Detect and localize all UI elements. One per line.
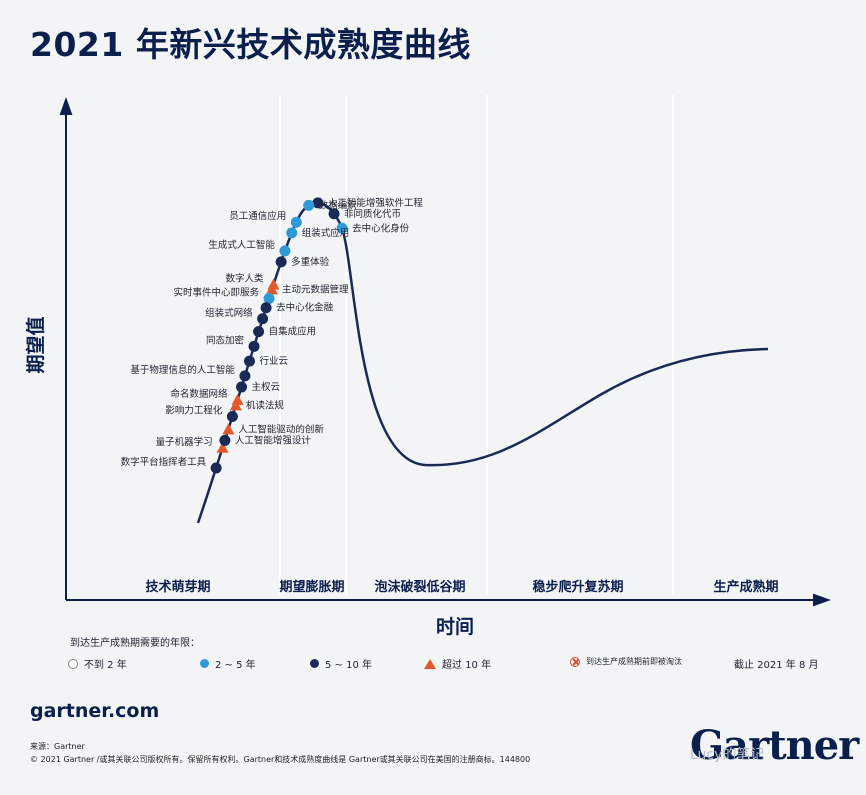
technology-point: [275, 256, 287, 268]
technology-point: [243, 355, 255, 367]
source-note: 来源：Gartner © 2021 Gartner /或其关联公司版权所有。保留…: [30, 740, 530, 766]
phase-dividers: [279, 95, 674, 595]
legend-item-5to10: 5 ~ 10 年: [310, 656, 372, 671]
copyright-text: © 2021 Gartner /或其关联公司版权所有。保留所有权利。Gartne…: [30, 755, 531, 764]
legend-item-gt10: 超过 10 年: [424, 656, 491, 671]
technology-label: 自集成应用: [269, 326, 317, 338]
technology-label: 基于物理信息的人工智能: [130, 364, 235, 376]
technology-label: 多重体验: [291, 256, 330, 268]
dark-blue-circle-icon: [310, 659, 319, 668]
technology-label: 组装式应用: [302, 227, 350, 239]
hype-curve: [196, 201, 769, 524]
technology-label: 去中心化金融: [276, 302, 334, 314]
x-axis-label: 时间: [436, 616, 474, 638]
technology-point: [328, 208, 340, 220]
phase-label-trigger: 技术萌芽期: [145, 579, 210, 595]
technology-point: [290, 216, 302, 228]
technology-label: 实时事件中心即服务: [174, 287, 260, 299]
phase-label-trough: 泡沫破裂低谷期: [374, 579, 465, 595]
technology-point: [216, 441, 229, 453]
technology-label: 同态加密: [206, 334, 245, 346]
y-axis-label: 期望值: [24, 316, 47, 373]
phase-label-peak: 期望膨胀期: [279, 579, 344, 595]
technology-label: 主权云: [252, 381, 281, 393]
technology-label: 人工智能驱动的创新: [238, 423, 324, 435]
legend-label: 超过 10 年: [442, 660, 492, 671]
technology-label: 去中心化身份: [352, 222, 410, 234]
technology-label: 生成式人工智能: [208, 239, 275, 251]
legend-item-lt2: 不到 2 年: [68, 656, 127, 671]
technology-label: 机读法规: [246, 399, 285, 411]
technology-point: [222, 423, 235, 435]
legend-asof: 截止 2021 年 8 月: [734, 656, 819, 671]
technology-point: [336, 222, 348, 234]
legend-label: 2 ~ 5 年: [215, 660, 256, 671]
technology-point: [219, 434, 231, 446]
technology-label: 数据编织: [319, 199, 357, 211]
legend-label: 到达生产成熟期前即被淘汰: [586, 657, 682, 666]
technology-label: 人工智能增强软件工程: [328, 197, 424, 209]
hype-cycle-chart: 技术萌芽期 期望膨胀期 泡沫破裂低谷期 稳步爬升复苏期 生产成熟期 时间 期望值…: [24, 95, 831, 638]
technology-point: [248, 340, 260, 352]
technology-point: [226, 410, 238, 422]
watermark: Lucy的笔记: [690, 747, 765, 763]
gartner-logo: Gartner: [690, 722, 859, 769]
legend-label: 不到 2 年: [84, 660, 127, 671]
technology-label: 员工通信应用: [229, 210, 286, 222]
asof-text: 截止 2021 年 8 月: [734, 660, 819, 671]
technology-point: [210, 462, 222, 474]
technology-label: 量子机器学习: [156, 436, 213, 448]
technology-point: [229, 399, 242, 411]
technology-label: 组装式网络: [205, 307, 253, 319]
light-blue-circle-icon: [200, 659, 209, 668]
technology-label: 数字人类: [226, 273, 265, 285]
technology-point: [279, 245, 291, 257]
technology-point: [253, 326, 265, 338]
triangle-icon: [424, 658, 436, 669]
axes: [59, 97, 831, 607]
chart-title: 2021 年新兴技术成熟度曲线: [30, 25, 471, 64]
technology-label: 命名数据网络: [171, 388, 229, 400]
site-link[interactable]: gartner.com: [30, 700, 160, 722]
legend-header: 到达生产成熟期需要的年限：: [70, 638, 200, 649]
legend-label: 5 ~ 10 年: [325, 660, 373, 671]
technology-label: 影响力工程化: [165, 404, 223, 416]
technology-point: [263, 293, 275, 305]
technology-label: 非同质化代币: [344, 208, 401, 220]
phase-label-slope: 稳步爬升复苏期: [532, 579, 623, 595]
obsolete-x-icon: [570, 656, 580, 667]
technology-point: [257, 313, 269, 325]
legend-item-obsolete: 到达生产成熟期前即被淘汰: [570, 656, 682, 667]
technology-point: [303, 199, 315, 211]
technology-label: 数字平台指挥者工具: [121, 456, 207, 468]
source-text: 来源：Gartner: [30, 742, 85, 751]
technology-point: [312, 197, 324, 209]
technology-point: [236, 381, 248, 393]
technology-point: [239, 370, 251, 382]
technology-label: 主动元数据管理: [282, 283, 349, 295]
technology-point: [265, 283, 278, 295]
technology-label: 行业云: [259, 355, 288, 367]
legend-item-2to5: 2 ~ 5 年: [200, 656, 256, 671]
technology-points: [210, 197, 348, 474]
technology-point: [286, 227, 298, 239]
phase-label-plateau: 生产成熟期: [713, 579, 778, 595]
open-circle-icon: [68, 658, 78, 669]
technology-point: [260, 302, 272, 314]
technology-label: 人工智能增强设计: [235, 434, 312, 446]
